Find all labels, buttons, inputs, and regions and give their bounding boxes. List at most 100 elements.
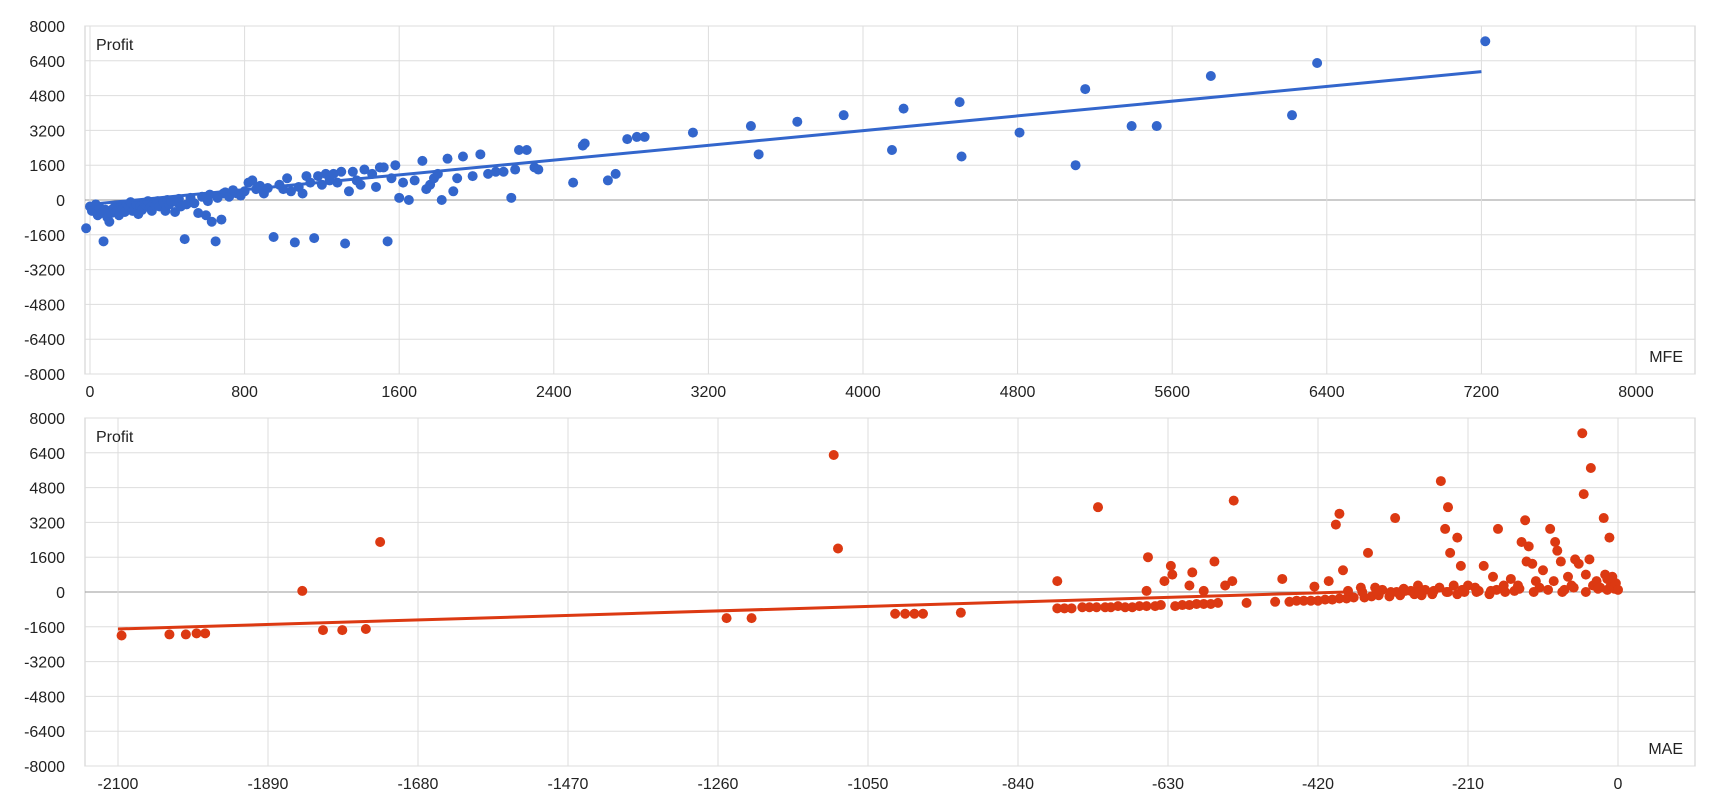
data-point bbox=[828, 449, 839, 460]
data-point bbox=[285, 186, 296, 197]
data-point bbox=[1143, 552, 1153, 563]
trendline bbox=[89, 70, 1482, 206]
x-tick-label: 3200 bbox=[691, 384, 727, 401]
data-point bbox=[1066, 603, 1077, 614]
data-point bbox=[1312, 57, 1323, 68]
x-axis-label: MAE bbox=[1648, 741, 1683, 758]
data-point bbox=[1488, 571, 1498, 582]
data-point bbox=[1052, 603, 1063, 614]
data-point bbox=[1455, 560, 1466, 571]
data-point bbox=[360, 623, 371, 634]
data-point bbox=[898, 103, 909, 114]
y-tick-label: -6400 bbox=[24, 724, 65, 741]
data-point bbox=[1165, 560, 1176, 571]
data-point bbox=[1557, 587, 1568, 597]
y-tick-label: 1600 bbox=[29, 158, 65, 175]
data-point bbox=[1134, 601, 1145, 612]
x-tick-label: 6400 bbox=[1309, 384, 1345, 401]
data-point bbox=[1580, 587, 1591, 597]
y-axis-label: Profit bbox=[96, 37, 134, 54]
data-point bbox=[1520, 515, 1531, 526]
data-point bbox=[483, 168, 494, 179]
data-point bbox=[104, 216, 115, 227]
x-tick-label: 0 bbox=[86, 384, 95, 401]
data-point bbox=[1270, 596, 1281, 607]
x-tick-label: 5600 bbox=[1154, 384, 1190, 401]
data-point bbox=[1573, 558, 1584, 569]
data-point bbox=[1357, 587, 1368, 597]
x-tick-label: 0 bbox=[1614, 776, 1623, 793]
data-point bbox=[210, 236, 221, 247]
data-point bbox=[514, 144, 525, 155]
data-point bbox=[375, 536, 386, 547]
data-point bbox=[1198, 585, 1209, 596]
x-tick-label: 8000 bbox=[1618, 384, 1654, 401]
x-tick-label: -1680 bbox=[398, 776, 439, 793]
data-point bbox=[1563, 571, 1573, 582]
data-point bbox=[417, 155, 428, 166]
data-point bbox=[247, 175, 258, 186]
data-point bbox=[687, 127, 698, 138]
data-point bbox=[1543, 584, 1553, 595]
data-point bbox=[378, 162, 389, 173]
data-point bbox=[328, 168, 339, 179]
data-point bbox=[1155, 600, 1166, 611]
data-point bbox=[1330, 519, 1341, 530]
data-point bbox=[1187, 567, 1198, 578]
y-tick-label: 6400 bbox=[29, 54, 65, 71]
x-tick-label: 2400 bbox=[536, 384, 572, 401]
data-point bbox=[1613, 584, 1623, 595]
data-point bbox=[1141, 601, 1152, 612]
data-point bbox=[189, 198, 200, 209]
x-axis-label: MFE bbox=[1649, 349, 1683, 366]
data-point bbox=[313, 171, 324, 182]
x-tick-label: -420 bbox=[1302, 776, 1334, 793]
data-point bbox=[1291, 595, 1302, 606]
data-point bbox=[1390, 513, 1401, 524]
data-point bbox=[1198, 598, 1209, 609]
y-tick-label: -3200 bbox=[24, 655, 65, 672]
data-point bbox=[1584, 554, 1595, 565]
data-point bbox=[1093, 502, 1103, 513]
data-point bbox=[510, 164, 521, 175]
data-point bbox=[191, 628, 202, 639]
data-point bbox=[337, 625, 348, 636]
data-point bbox=[1227, 576, 1238, 587]
data-point bbox=[1428, 585, 1439, 596]
data-point bbox=[343, 186, 354, 197]
data-point bbox=[1077, 602, 1088, 613]
data-point bbox=[1241, 597, 1252, 608]
x-tick-label: 1600 bbox=[381, 384, 417, 401]
data-point bbox=[955, 607, 966, 618]
data-point bbox=[909, 608, 920, 619]
data-point bbox=[116, 630, 127, 641]
data-point bbox=[954, 97, 965, 108]
data-point bbox=[436, 195, 447, 205]
x-tick-label: -1260 bbox=[698, 776, 739, 793]
data-point bbox=[533, 164, 544, 175]
x-tick-label: 4800 bbox=[1000, 384, 1036, 401]
data-point bbox=[200, 210, 211, 221]
y-tick-label: 6400 bbox=[29, 446, 65, 463]
data-point bbox=[1593, 583, 1603, 594]
y-tick-label: 3200 bbox=[29, 123, 65, 140]
trendline bbox=[117, 590, 1347, 631]
data-point bbox=[1585, 463, 1596, 474]
data-point bbox=[289, 237, 300, 248]
x-tick-label: 7200 bbox=[1464, 384, 1500, 401]
x-tick-label: 4000 bbox=[845, 384, 881, 401]
data-point bbox=[1167, 569, 1178, 580]
y-tick-label: 3200 bbox=[29, 515, 65, 532]
data-point bbox=[1091, 602, 1102, 613]
data-point bbox=[1578, 489, 1589, 500]
data-point bbox=[1452, 532, 1463, 543]
data-point bbox=[1523, 541, 1534, 552]
data-point bbox=[1545, 523, 1556, 534]
data-point bbox=[1205, 71, 1216, 82]
data-point bbox=[1443, 502, 1453, 513]
y-tick-label: -3200 bbox=[24, 263, 65, 280]
data-point bbox=[398, 177, 409, 188]
data-point bbox=[1191, 598, 1202, 609]
data-point bbox=[206, 216, 217, 227]
